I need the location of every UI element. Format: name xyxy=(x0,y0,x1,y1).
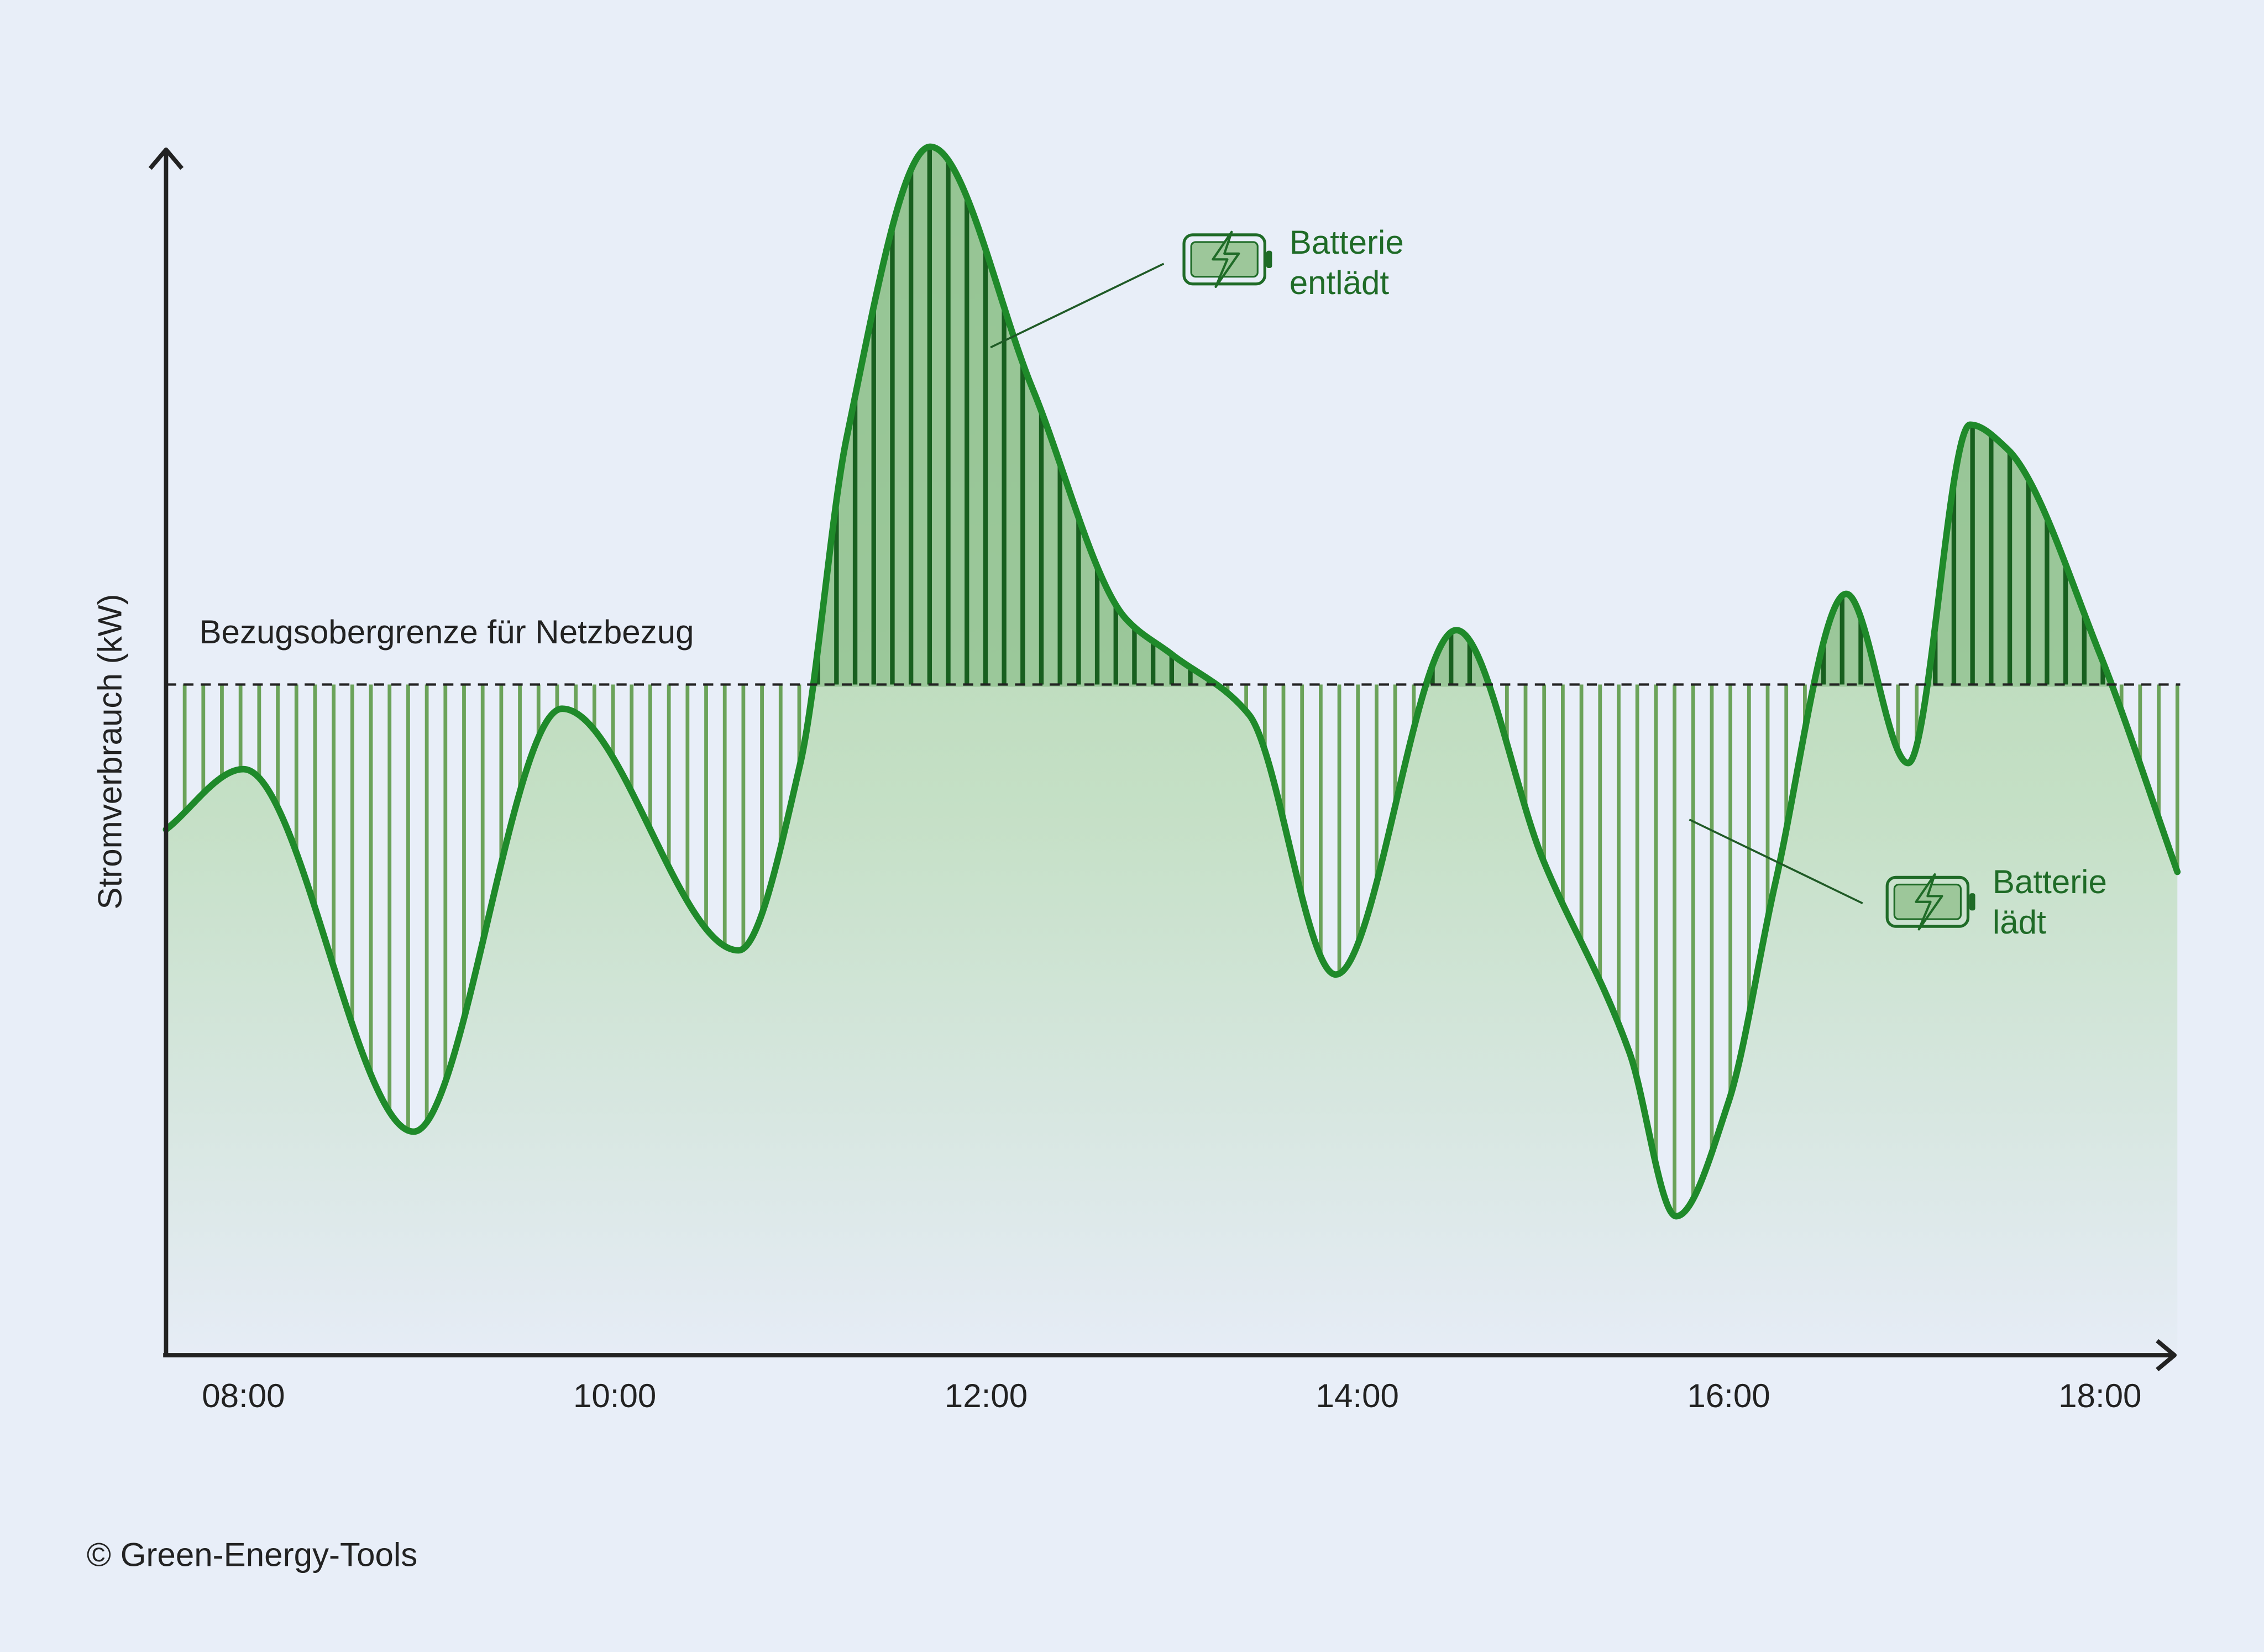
annotation-charge-line-2: lädt xyxy=(1993,904,2046,941)
series-line-path xyxy=(163,143,2181,1220)
annotation-discharge-line-2: entlädt xyxy=(1290,264,1390,301)
battery-charging-icon xyxy=(1885,873,1975,931)
x-tick-label: 14:00 xyxy=(1316,1377,1399,1414)
hatch-lines xyxy=(182,146,2179,1216)
annotation-discharge: Batterie entlädt xyxy=(990,224,1404,349)
annotation-discharge-leader xyxy=(990,263,1165,349)
annotation-discharge-line-1: Batterie xyxy=(1290,224,1404,261)
x-tick-labels: 08:00 10:00 12:00 14:00 16:00 18:00 xyxy=(202,1377,2141,1414)
y-axis-label: Stromverbrauch (kW) xyxy=(91,594,128,910)
area-fill-shape xyxy=(166,146,2178,1355)
x-tick-label: 16:00 xyxy=(1687,1377,1770,1414)
x-tick-label: 10:00 xyxy=(573,1377,656,1414)
x-tick-label: 18:00 xyxy=(2058,1377,2141,1414)
annotation-charge: Batterie lädt xyxy=(1689,819,2107,941)
battery-charging-icon xyxy=(1182,230,1272,289)
y-axis xyxy=(148,147,184,1355)
annotation-charge-line-1: Batterie xyxy=(1993,863,2107,900)
x-axis-arrow-icon xyxy=(2156,1339,2177,1372)
x-axis xyxy=(163,1339,2177,1372)
copyright-footer: © Green-Energy-Tools xyxy=(87,1536,418,1573)
series-line xyxy=(163,143,2181,1220)
annotation-charge-leader xyxy=(1689,819,1863,905)
x-tick-label: 12:00 xyxy=(945,1377,1028,1414)
area-fill xyxy=(166,146,2178,1355)
x-tick-label: 08:00 xyxy=(202,1377,285,1414)
discharge-area-fill xyxy=(813,146,2113,687)
y-axis-arrow-icon xyxy=(148,147,184,170)
threshold-label: Bezugsobergrenze für Netzbezug xyxy=(199,613,694,651)
